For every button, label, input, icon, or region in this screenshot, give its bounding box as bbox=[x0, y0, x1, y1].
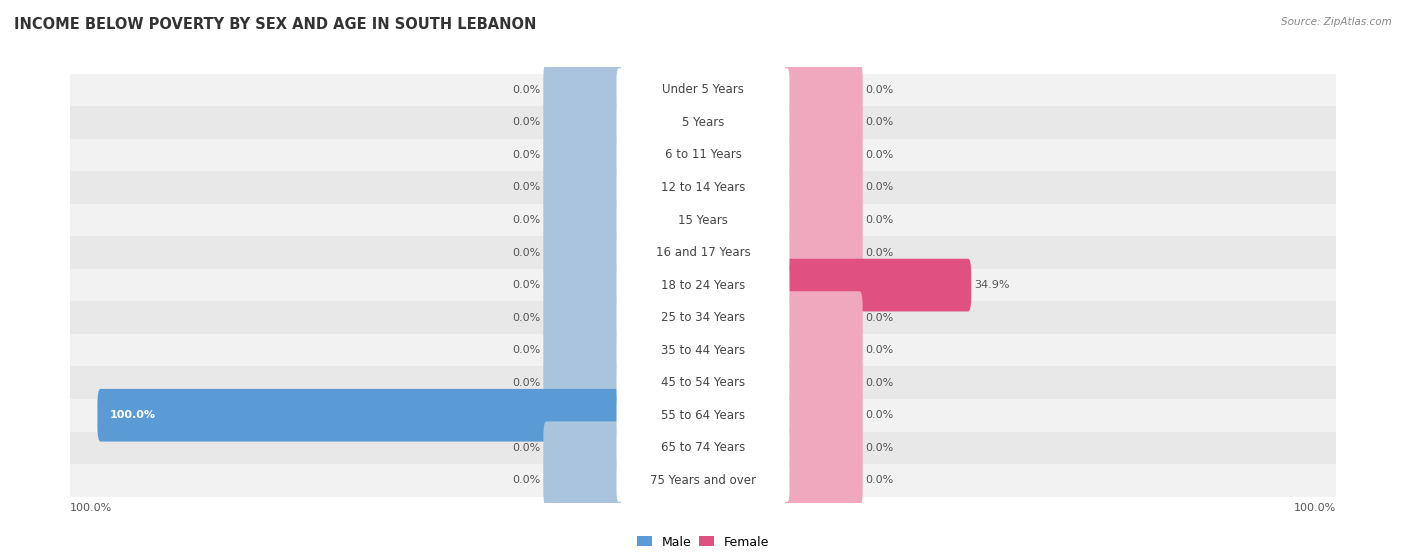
Bar bbox=[70, 139, 1336, 171]
Bar bbox=[70, 301, 1336, 334]
FancyBboxPatch shape bbox=[616, 166, 790, 209]
Text: 100.0%: 100.0% bbox=[1294, 503, 1336, 513]
FancyBboxPatch shape bbox=[785, 129, 863, 181]
FancyBboxPatch shape bbox=[543, 64, 621, 116]
FancyBboxPatch shape bbox=[785, 161, 863, 214]
FancyBboxPatch shape bbox=[616, 68, 790, 111]
FancyBboxPatch shape bbox=[616, 394, 790, 437]
FancyBboxPatch shape bbox=[543, 226, 621, 279]
Text: 65 to 74 Years: 65 to 74 Years bbox=[661, 441, 745, 454]
Bar bbox=[70, 106, 1336, 139]
FancyBboxPatch shape bbox=[785, 291, 863, 344]
FancyBboxPatch shape bbox=[785, 389, 863, 442]
Text: Source: ZipAtlas.com: Source: ZipAtlas.com bbox=[1281, 17, 1392, 27]
Text: 0.0%: 0.0% bbox=[866, 117, 894, 127]
FancyBboxPatch shape bbox=[616, 101, 790, 144]
Text: 55 to 64 Years: 55 to 64 Years bbox=[661, 409, 745, 421]
Text: 0.0%: 0.0% bbox=[512, 182, 540, 192]
Text: 0.0%: 0.0% bbox=[866, 410, 894, 420]
Text: 0.0%: 0.0% bbox=[866, 215, 894, 225]
FancyBboxPatch shape bbox=[616, 296, 790, 339]
Bar bbox=[70, 399, 1336, 432]
FancyBboxPatch shape bbox=[543, 291, 621, 344]
Text: 0.0%: 0.0% bbox=[866, 248, 894, 258]
FancyBboxPatch shape bbox=[543, 129, 621, 181]
Text: 25 to 34 Years: 25 to 34 Years bbox=[661, 311, 745, 324]
FancyBboxPatch shape bbox=[785, 64, 863, 116]
FancyBboxPatch shape bbox=[616, 329, 790, 372]
Text: 12 to 14 Years: 12 to 14 Years bbox=[661, 181, 745, 194]
Text: 100.0%: 100.0% bbox=[70, 503, 112, 513]
Text: 45 to 54 Years: 45 to 54 Years bbox=[661, 376, 745, 389]
Bar bbox=[70, 236, 1336, 269]
Text: 0.0%: 0.0% bbox=[512, 345, 540, 355]
Text: INCOME BELOW POVERTY BY SEX AND AGE IN SOUTH LEBANON: INCOME BELOW POVERTY BY SEX AND AGE IN S… bbox=[14, 17, 537, 32]
Text: 0.0%: 0.0% bbox=[866, 345, 894, 355]
Text: 35 to 44 Years: 35 to 44 Years bbox=[661, 344, 745, 357]
Text: 0.0%: 0.0% bbox=[512, 312, 540, 323]
Text: 0.0%: 0.0% bbox=[866, 182, 894, 192]
FancyBboxPatch shape bbox=[543, 193, 621, 247]
FancyBboxPatch shape bbox=[785, 226, 863, 279]
Text: 0.0%: 0.0% bbox=[866, 475, 894, 485]
FancyBboxPatch shape bbox=[616, 264, 790, 306]
Text: 16 and 17 Years: 16 and 17 Years bbox=[655, 246, 751, 259]
Bar bbox=[70, 269, 1336, 301]
FancyBboxPatch shape bbox=[616, 427, 790, 469]
Bar bbox=[70, 367, 1336, 399]
FancyBboxPatch shape bbox=[785, 259, 972, 311]
Text: 0.0%: 0.0% bbox=[512, 378, 540, 388]
Text: 0.0%: 0.0% bbox=[512, 475, 540, 485]
FancyBboxPatch shape bbox=[543, 96, 621, 149]
Text: 0.0%: 0.0% bbox=[512, 443, 540, 453]
Text: 0.0%: 0.0% bbox=[512, 248, 540, 258]
Text: 15 Years: 15 Years bbox=[678, 214, 728, 226]
FancyBboxPatch shape bbox=[543, 161, 621, 214]
Text: 0.0%: 0.0% bbox=[512, 150, 540, 160]
FancyBboxPatch shape bbox=[97, 389, 621, 442]
FancyBboxPatch shape bbox=[543, 259, 621, 311]
FancyBboxPatch shape bbox=[785, 421, 863, 474]
Text: 0.0%: 0.0% bbox=[512, 117, 540, 127]
FancyBboxPatch shape bbox=[616, 361, 790, 404]
Text: 0.0%: 0.0% bbox=[866, 150, 894, 160]
Text: 0.0%: 0.0% bbox=[512, 280, 540, 290]
Bar bbox=[70, 334, 1336, 367]
FancyBboxPatch shape bbox=[543, 324, 621, 377]
FancyBboxPatch shape bbox=[543, 356, 621, 409]
FancyBboxPatch shape bbox=[543, 421, 621, 474]
FancyBboxPatch shape bbox=[543, 454, 621, 506]
Text: Under 5 Years: Under 5 Years bbox=[662, 83, 744, 96]
Text: 0.0%: 0.0% bbox=[866, 312, 894, 323]
FancyBboxPatch shape bbox=[616, 198, 790, 241]
Bar bbox=[70, 464, 1336, 496]
Text: 6 to 11 Years: 6 to 11 Years bbox=[665, 149, 741, 162]
Text: 100.0%: 100.0% bbox=[110, 410, 156, 420]
Text: 0.0%: 0.0% bbox=[512, 85, 540, 95]
FancyBboxPatch shape bbox=[785, 324, 863, 377]
Text: 0.0%: 0.0% bbox=[512, 215, 540, 225]
Text: 18 to 24 Years: 18 to 24 Years bbox=[661, 278, 745, 292]
FancyBboxPatch shape bbox=[785, 356, 863, 409]
Bar bbox=[70, 171, 1336, 203]
Bar bbox=[70, 74, 1336, 106]
Bar bbox=[70, 432, 1336, 464]
Text: 0.0%: 0.0% bbox=[866, 378, 894, 388]
Text: 5 Years: 5 Years bbox=[682, 116, 724, 129]
FancyBboxPatch shape bbox=[785, 193, 863, 247]
Bar bbox=[70, 203, 1336, 236]
Text: 34.9%: 34.9% bbox=[974, 280, 1010, 290]
Text: 0.0%: 0.0% bbox=[866, 443, 894, 453]
Legend: Male, Female: Male, Female bbox=[631, 530, 775, 553]
FancyBboxPatch shape bbox=[785, 454, 863, 506]
FancyBboxPatch shape bbox=[616, 134, 790, 177]
Text: 0.0%: 0.0% bbox=[866, 85, 894, 95]
FancyBboxPatch shape bbox=[616, 459, 790, 502]
FancyBboxPatch shape bbox=[616, 231, 790, 274]
Text: 75 Years and over: 75 Years and over bbox=[650, 474, 756, 487]
FancyBboxPatch shape bbox=[785, 96, 863, 149]
